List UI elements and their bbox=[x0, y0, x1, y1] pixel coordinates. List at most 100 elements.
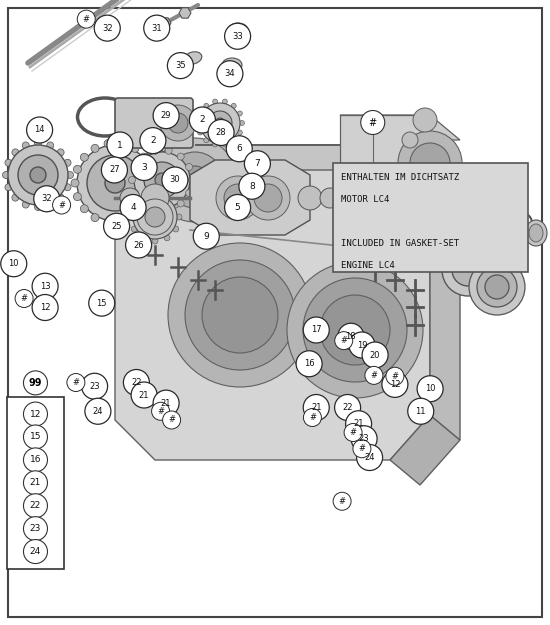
Polygon shape bbox=[390, 415, 460, 485]
Circle shape bbox=[152, 206, 159, 212]
Circle shape bbox=[417, 376, 443, 402]
Text: 26: 26 bbox=[133, 241, 144, 249]
Circle shape bbox=[506, 209, 514, 217]
Text: 12: 12 bbox=[30, 409, 41, 419]
Text: 10: 10 bbox=[8, 259, 19, 268]
Circle shape bbox=[120, 188, 140, 208]
Text: 22: 22 bbox=[30, 501, 41, 510]
Circle shape bbox=[185, 260, 295, 370]
Text: #: # bbox=[20, 294, 28, 303]
Circle shape bbox=[125, 232, 152, 258]
Circle shape bbox=[118, 139, 126, 148]
Circle shape bbox=[517, 218, 527, 228]
Circle shape bbox=[140, 153, 147, 160]
Circle shape bbox=[354, 201, 386, 233]
Polygon shape bbox=[159, 18, 171, 28]
Circle shape bbox=[142, 205, 150, 212]
Circle shape bbox=[64, 184, 71, 191]
Circle shape bbox=[165, 148, 172, 154]
Circle shape bbox=[91, 214, 99, 222]
Text: 8: 8 bbox=[249, 182, 255, 191]
Circle shape bbox=[413, 108, 437, 132]
Circle shape bbox=[224, 184, 252, 212]
Circle shape bbox=[5, 184, 12, 191]
Text: 21: 21 bbox=[30, 478, 41, 488]
Circle shape bbox=[24, 517, 47, 541]
Circle shape bbox=[32, 273, 58, 299]
Circle shape bbox=[334, 394, 361, 421]
Text: 6: 6 bbox=[236, 144, 242, 153]
Text: 21: 21 bbox=[139, 391, 150, 399]
Circle shape bbox=[12, 149, 19, 156]
Circle shape bbox=[144, 15, 170, 41]
Circle shape bbox=[239, 173, 265, 199]
Circle shape bbox=[296, 351, 322, 377]
Polygon shape bbox=[195, 145, 400, 170]
Text: 23: 23 bbox=[30, 524, 41, 533]
Circle shape bbox=[153, 390, 179, 416]
Text: 23: 23 bbox=[89, 382, 100, 391]
Circle shape bbox=[57, 149, 64, 156]
Circle shape bbox=[320, 295, 390, 365]
Text: 21: 21 bbox=[353, 419, 364, 428]
Circle shape bbox=[168, 113, 188, 133]
Circle shape bbox=[153, 138, 237, 222]
Circle shape bbox=[382, 371, 408, 398]
Circle shape bbox=[32, 294, 58, 321]
Circle shape bbox=[226, 136, 252, 162]
Circle shape bbox=[239, 121, 245, 126]
Circle shape bbox=[73, 166, 81, 173]
Circle shape bbox=[336, 181, 364, 209]
Circle shape bbox=[144, 162, 180, 198]
Circle shape bbox=[204, 138, 209, 142]
Text: 28: 28 bbox=[216, 128, 227, 137]
Circle shape bbox=[104, 139, 112, 148]
Circle shape bbox=[224, 23, 251, 49]
Text: 2: 2 bbox=[200, 116, 205, 124]
Circle shape bbox=[148, 192, 157, 201]
Circle shape bbox=[351, 426, 377, 452]
Circle shape bbox=[177, 153, 184, 160]
Text: 24: 24 bbox=[92, 407, 103, 416]
Text: #: # bbox=[309, 413, 316, 422]
Circle shape bbox=[67, 171, 74, 179]
Circle shape bbox=[162, 167, 188, 193]
Circle shape bbox=[442, 244, 494, 296]
Text: 3: 3 bbox=[141, 163, 147, 172]
Circle shape bbox=[3, 171, 9, 179]
Circle shape bbox=[356, 444, 383, 471]
Circle shape bbox=[477, 267, 517, 307]
Circle shape bbox=[131, 189, 139, 196]
Circle shape bbox=[35, 139, 41, 146]
Circle shape bbox=[181, 166, 209, 194]
Circle shape bbox=[73, 192, 81, 201]
Circle shape bbox=[34, 186, 60, 212]
Circle shape bbox=[167, 52, 194, 79]
Text: 7: 7 bbox=[255, 159, 260, 168]
Text: 31: 31 bbox=[151, 24, 162, 32]
Circle shape bbox=[103, 213, 130, 239]
Polygon shape bbox=[340, 115, 460, 140]
Circle shape bbox=[335, 332, 353, 349]
Circle shape bbox=[168, 243, 312, 387]
Circle shape bbox=[208, 111, 232, 135]
Text: 29: 29 bbox=[161, 111, 172, 120]
Circle shape bbox=[160, 105, 196, 141]
Circle shape bbox=[195, 121, 201, 126]
Circle shape bbox=[24, 371, 47, 395]
Circle shape bbox=[140, 200, 147, 207]
Polygon shape bbox=[340, 115, 430, 185]
Circle shape bbox=[215, 118, 225, 128]
Circle shape bbox=[24, 539, 47, 564]
Circle shape bbox=[224, 194, 251, 221]
Circle shape bbox=[303, 278, 407, 382]
Text: 17: 17 bbox=[311, 326, 322, 334]
Text: #: # bbox=[368, 118, 377, 127]
Text: 32: 32 bbox=[102, 24, 113, 32]
Circle shape bbox=[410, 143, 450, 183]
Circle shape bbox=[202, 277, 278, 353]
Circle shape bbox=[185, 164, 192, 171]
Circle shape bbox=[333, 492, 351, 510]
Circle shape bbox=[71, 179, 79, 187]
Text: #: # bbox=[58, 201, 65, 209]
